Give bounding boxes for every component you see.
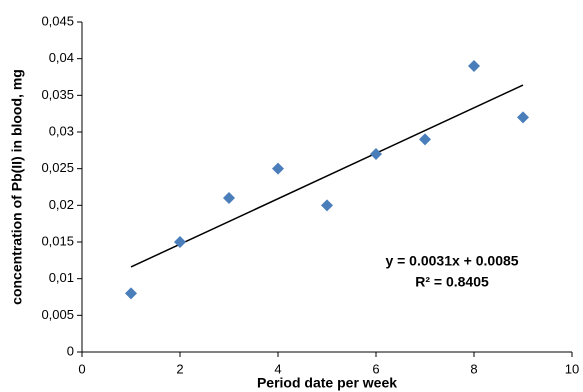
y-tick-label: 0,03 <box>49 123 74 138</box>
x-axis-label: Period date per week <box>257 375 397 391</box>
point <box>174 236 186 248</box>
y-tick-label: 0,015 <box>41 233 74 248</box>
equation: y = 0.0031x + 0.0085 <box>385 253 518 269</box>
x-tick-label: 2 <box>176 361 183 376</box>
y-tick-label: 0 <box>67 343 74 358</box>
point <box>419 133 431 146</box>
y-tick-label: 0,01 <box>49 270 74 285</box>
y-tick-label: 0,035 <box>41 87 74 102</box>
y-tick-label: 0,02 <box>49 197 74 212</box>
x-tick-label: 4 <box>274 361 281 376</box>
point <box>272 162 284 175</box>
point <box>223 192 235 204</box>
point <box>321 199 333 212</box>
y-tick-label: 0,025 <box>41 160 74 175</box>
point <box>370 148 382 160</box>
x-tick-label: 0 <box>78 361 85 376</box>
r-squared: R² = 0.8405 <box>415 274 489 290</box>
y-axis-label: concentration of Pb(II) in blood, mg <box>9 69 25 305</box>
y-tick-label: 0,005 <box>41 307 74 322</box>
trendline <box>130 84 524 268</box>
point <box>517 111 529 124</box>
point <box>125 287 137 300</box>
x-tick-label: 10 <box>565 361 579 376</box>
x-tick-label: 8 <box>470 361 477 376</box>
y-tick-label: 0,045 <box>41 13 74 28</box>
y-tick-label: 0,04 <box>49 50 74 65</box>
x-tick-label: 6 <box>372 361 379 376</box>
point <box>468 60 480 72</box>
